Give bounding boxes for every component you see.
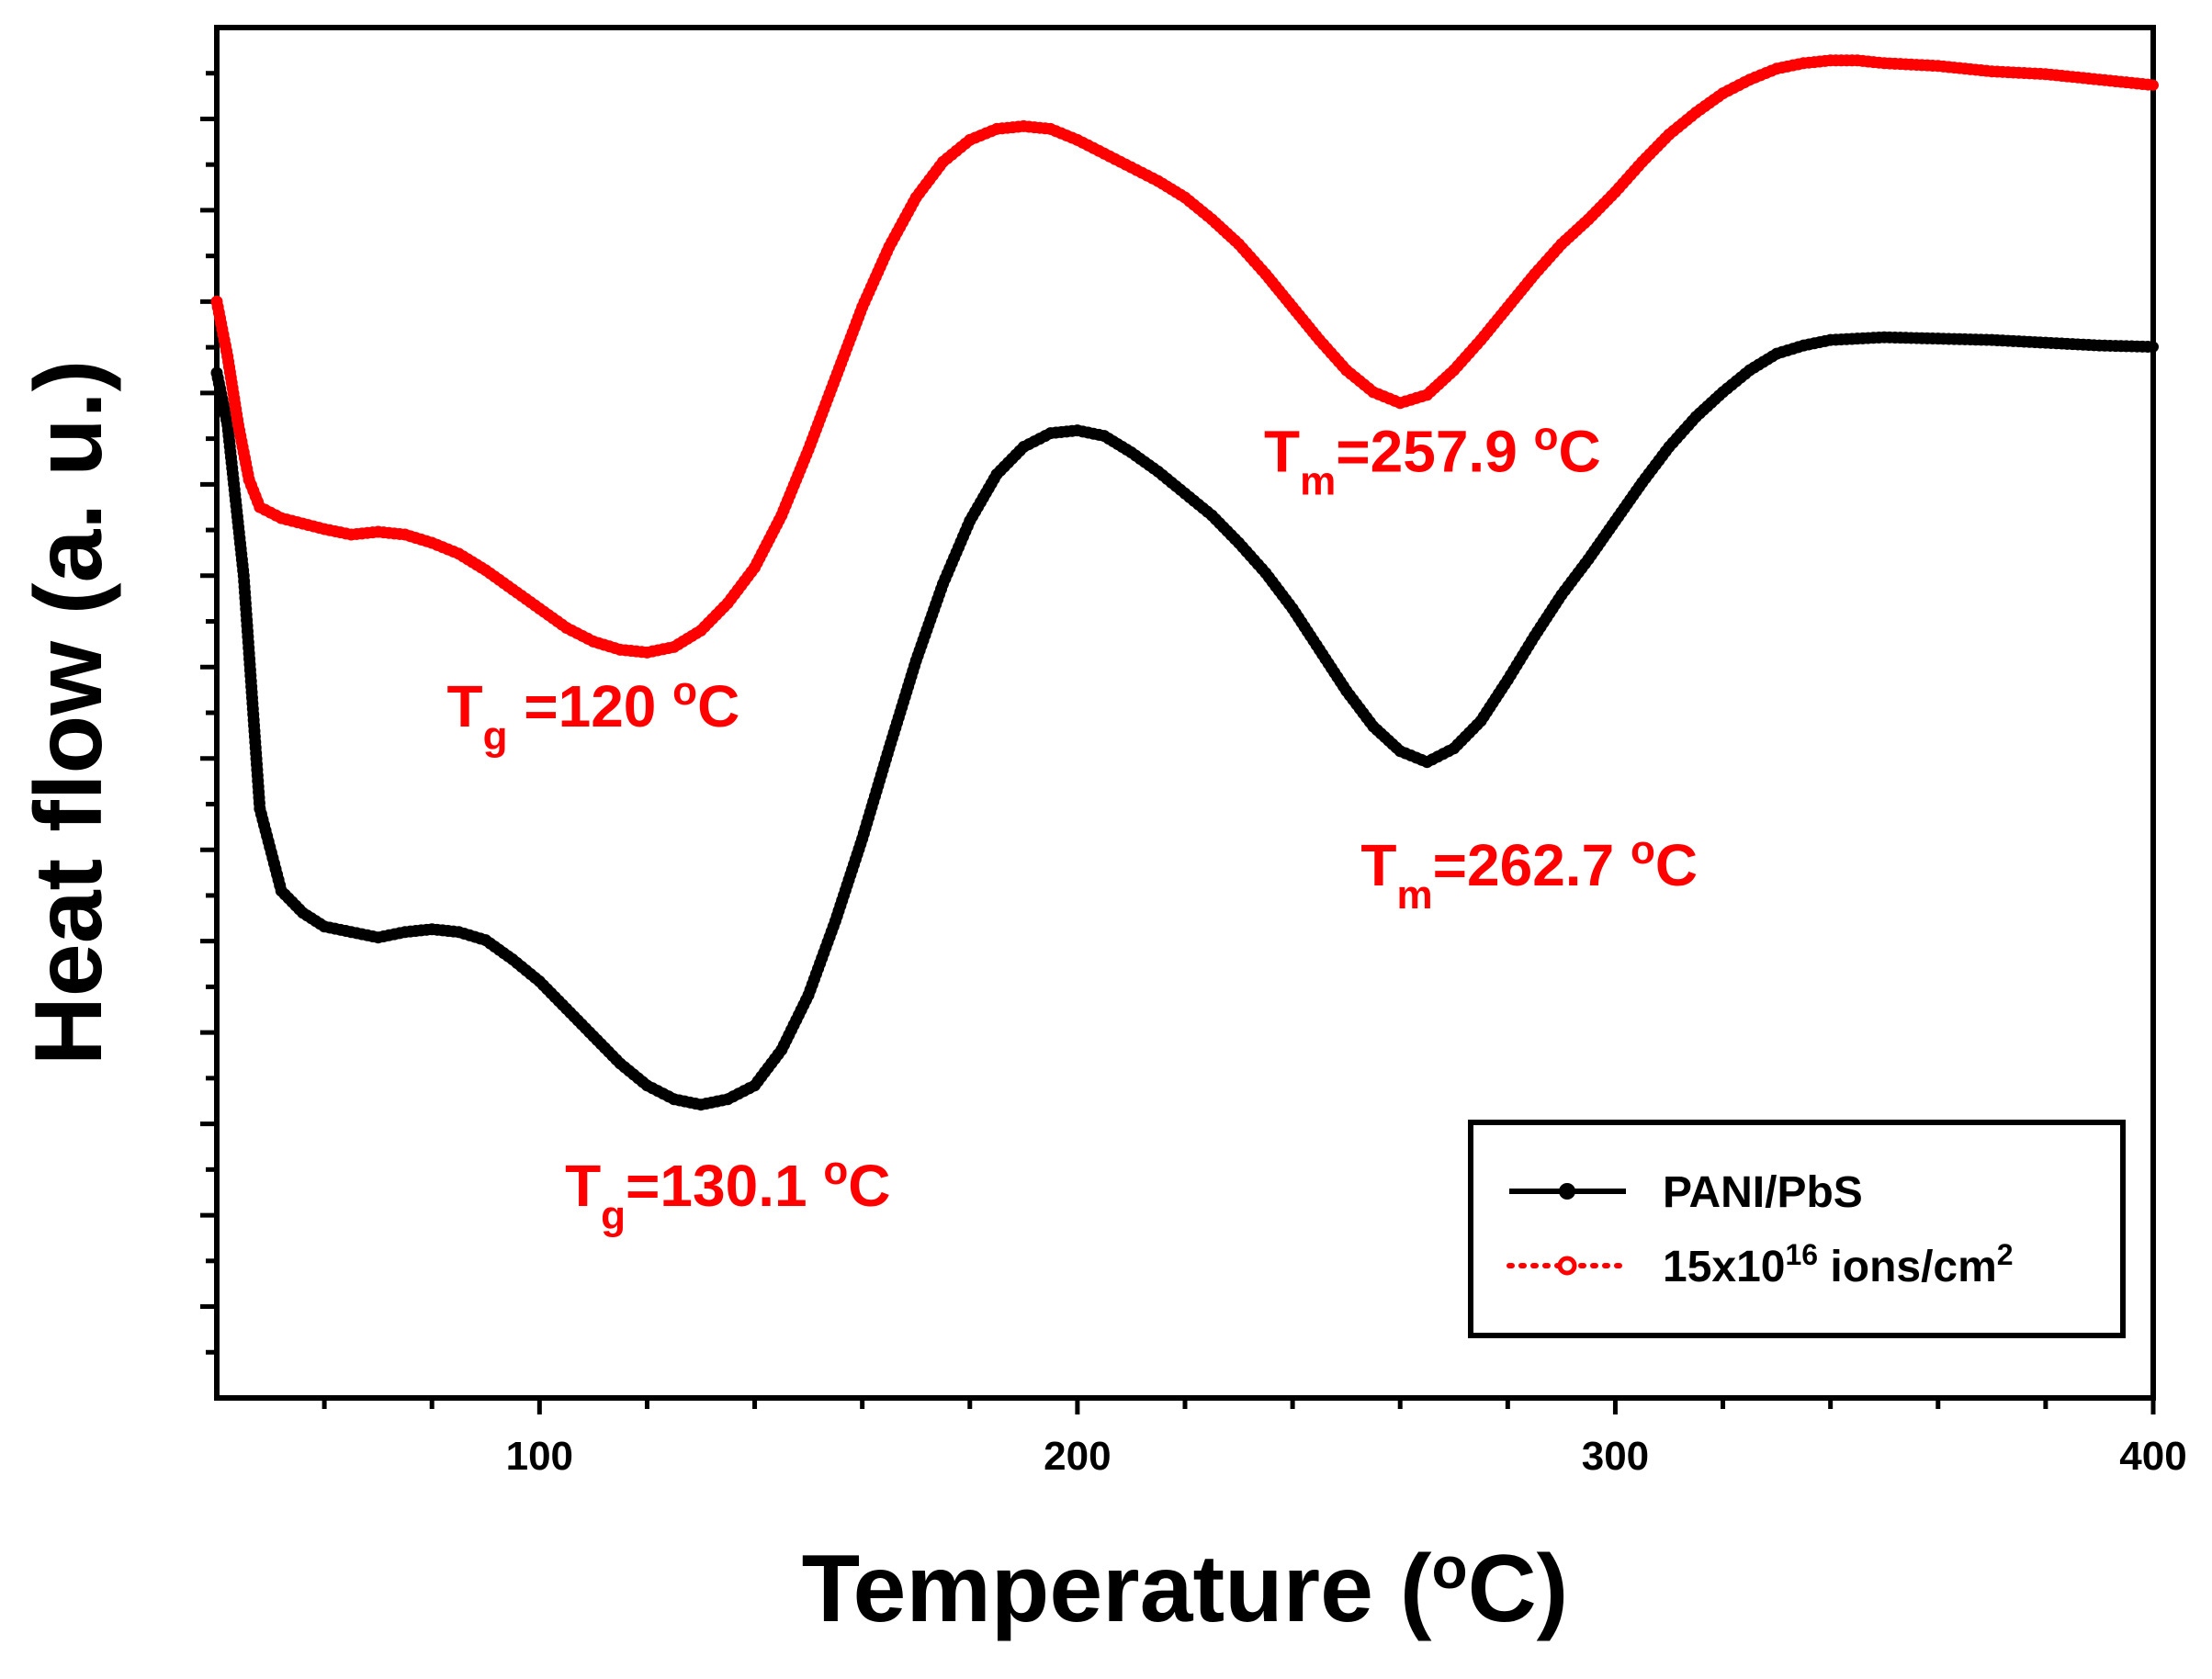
- series-1: [210, 54, 2159, 659]
- series-line: [211, 54, 2159, 659]
- x-axis-title: Temperature (oC): [802, 1535, 1569, 1642]
- annotation-main: T: [446, 673, 482, 739]
- legend: PANI/PbS 15x1016 ions/cm2: [1468, 1120, 2126, 1338]
- data-point: [2141, 78, 2154, 91]
- legend-swatch-marker: [1559, 1183, 1575, 1200]
- x-tick-label: 300: [1582, 1434, 1649, 1479]
- legend-label: PANI/PbS: [1663, 1168, 1863, 1217]
- annotation-sub: m: [1300, 458, 1336, 503]
- axis-ticks: 100 200 300 400: [200, 71, 2187, 1479]
- annotation-tail: C: [848, 1153, 890, 1219]
- legend-item-0: PANI/PbS: [1509, 1168, 1863, 1217]
- annotation-sup: o: [823, 1148, 848, 1193]
- legend-item-1: 15x1016 ions/cm2: [1507, 1238, 2014, 1291]
- series-layer: [210, 54, 2159, 1111]
- x-tick-label: 400: [2119, 1434, 2186, 1479]
- annotation-tg_black: Tg=130.1 oC: [565, 1148, 890, 1238]
- annotation-sup: o: [1631, 827, 1655, 872]
- annotation-main: T: [1264, 418, 1300, 484]
- x-axis-title-sup: o: [1431, 1535, 1467, 1601]
- x-axis-title-main: Temperature (: [802, 1536, 1432, 1642]
- annotation-tail: C: [697, 673, 739, 739]
- annotation-rest: =257.9: [1336, 418, 1533, 484]
- data-point: [2141, 340, 2154, 353]
- legend-items: PANI/PbS 15x1016 ions/cm2: [1507, 1168, 2014, 1291]
- x-tick-label: 200: [1044, 1434, 1111, 1479]
- annotation-tg_red: Tg =120 oC: [446, 668, 739, 758]
- annotation-rest: =120: [507, 673, 672, 739]
- annotation-sup: o: [672, 668, 697, 713]
- annotation-rest: =130.1: [626, 1153, 823, 1219]
- annotation-tm_red: Tm=257.9 oC: [1264, 413, 1601, 503]
- legend-box: [1468, 1120, 2126, 1338]
- annotation-sub: g: [601, 1193, 626, 1238]
- x-tick-label: 100: [506, 1434, 573, 1479]
- y-axis-title: Heat flow (a. u.): [16, 360, 122, 1065]
- annotation-tail: C: [1558, 418, 1600, 484]
- annotation-sub: m: [1397, 872, 1433, 917]
- x-axis-title-tail: C): [1468, 1536, 1569, 1642]
- annotation-rest: =262.7: [1433, 832, 1631, 898]
- annotation-sub: g: [483, 713, 508, 758]
- annotation-tail: C: [1655, 832, 1698, 898]
- annotation-sup: o: [1534, 413, 1559, 458]
- annotation-tm_black: Tm=262.7 oC: [1360, 827, 1698, 917]
- legend-swatch-marker: [1557, 1256, 1577, 1276]
- annotation-main: T: [1360, 832, 1396, 898]
- series-0: [210, 331, 2159, 1111]
- legend-label: 15x1016 ions/cm2: [1663, 1238, 2014, 1291]
- annotation-main: T: [565, 1153, 601, 1219]
